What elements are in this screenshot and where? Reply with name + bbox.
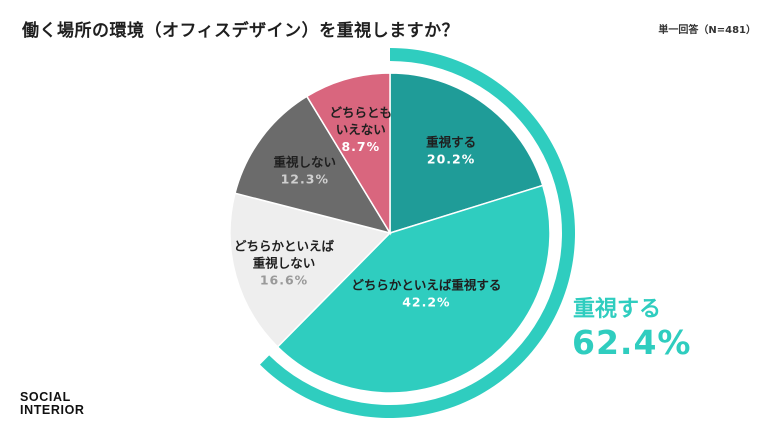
summary-ring: [260, 48, 576, 419]
slice-value-0: 20.2%: [427, 152, 475, 167]
slice-3: [234, 95, 392, 235]
summary-value: 62.4%: [572, 323, 692, 362]
slice-value-2: 16.6%: [260, 272, 308, 287]
slice-value-3: 12.3%: [281, 171, 329, 186]
slice-label-4-line-1: いえない: [336, 122, 386, 137]
response-note: 単一回答（N=481）: [658, 25, 756, 36]
slice-4: [305, 72, 391, 236]
slice-label-4-line-0: どちらとも: [330, 105, 393, 120]
logo-line-1: SOCIAL: [20, 390, 71, 404]
slice-label-1-line-0: どちらかといえば重視する: [351, 277, 501, 292]
slice-label-0-line-0: 重視する: [426, 135, 476, 150]
slice-label-3-line-0: 重視しない: [274, 154, 337, 169]
logo-line-2: INTERIOR: [20, 403, 85, 417]
slice-label-2-line-1: 重視しない: [253, 255, 316, 270]
slice-1: [276, 184, 551, 394]
slice-0: [389, 72, 544, 235]
slice-2: [229, 192, 392, 348]
summary-label: 重視する: [573, 297, 661, 322]
brand-logo: SOCIAL INTERIOR: [20, 391, 85, 417]
slice-value-1: 42.2%: [402, 294, 450, 309]
slice-label-2-line-0: どちらかといえば: [234, 238, 335, 253]
chart-title: 働く場所の環境（オフィスデザイン）を重視しますか？: [22, 21, 460, 41]
slice-value-4: 8.7%: [341, 139, 380, 154]
